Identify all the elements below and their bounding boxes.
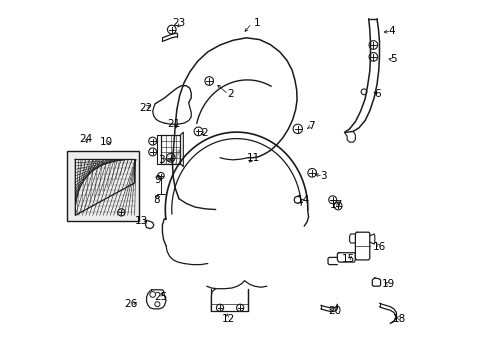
- FancyBboxPatch shape: [67, 151, 139, 221]
- Text: 26: 26: [124, 299, 138, 309]
- Text: 1: 1: [253, 18, 260, 28]
- Text: 24: 24: [79, 134, 92, 144]
- Text: 3: 3: [157, 155, 164, 165]
- Text: 14: 14: [297, 195, 310, 205]
- Text: 2: 2: [201, 128, 207, 138]
- Text: 2: 2: [226, 89, 233, 99]
- Text: 13: 13: [135, 216, 148, 226]
- Text: 10: 10: [99, 137, 112, 147]
- Text: 6: 6: [374, 89, 380, 99]
- Text: 19: 19: [381, 279, 394, 289]
- Text: 3: 3: [320, 171, 326, 181]
- Text: 18: 18: [392, 314, 405, 324]
- Text: 11: 11: [246, 153, 260, 163]
- Text: 25: 25: [154, 292, 167, 302]
- Text: 4: 4: [388, 26, 395, 36]
- Text: 12: 12: [221, 314, 234, 324]
- Text: 17: 17: [329, 200, 342, 210]
- Text: 22: 22: [139, 103, 152, 113]
- Text: 20: 20: [327, 306, 340, 316]
- Text: 9: 9: [154, 175, 161, 185]
- Text: 16: 16: [372, 242, 386, 252]
- Text: 8: 8: [153, 195, 159, 205]
- Text: 23: 23: [172, 18, 185, 28]
- Text: 7: 7: [307, 121, 314, 131]
- Text: 21: 21: [167, 119, 181, 129]
- Text: 5: 5: [390, 54, 396, 64]
- Text: 15: 15: [342, 254, 355, 264]
